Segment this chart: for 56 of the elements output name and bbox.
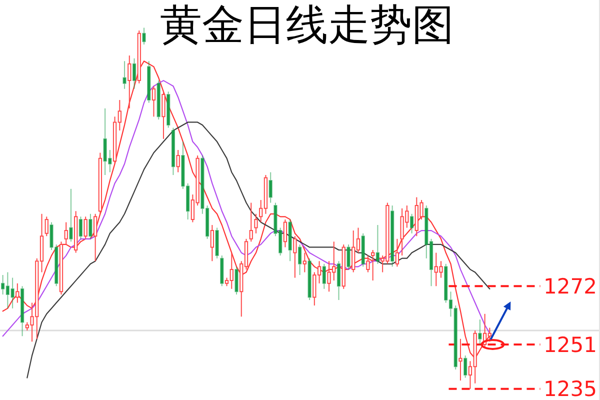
candlestick [44,216,48,237]
candlestick [254,213,258,234]
candlestick [147,60,151,104]
candlestick [478,318,482,345]
candlestick [128,55,132,109]
candlestick [268,172,272,204]
candlestick [64,222,68,245]
candlestick [376,224,380,264]
candlestick [98,152,102,214]
candlestick [59,241,64,295]
candlestick [156,80,160,120]
candlestick [361,232,365,268]
candlestick [371,250,375,282]
candlestick [132,58,136,90]
candlestick [336,260,341,300]
candlestick [69,188,73,242]
candlestick [322,263,326,290]
candlestick [166,91,170,128]
candlestick [234,266,238,295]
candlestick [137,30,141,84]
candlestick [16,282,20,304]
candlestick [176,150,180,173]
candlestick [215,227,219,259]
candlestick [93,213,98,262]
candlestick [20,286,24,337]
candlestick [308,258,312,300]
candlestick [152,86,156,118]
candlestick [342,244,346,290]
candlestick [142,27,146,45]
candlestick [171,127,176,176]
line-series [26,122,490,378]
y-tick-label: 1272 [544,274,597,298]
candlestick [346,244,350,270]
candlestick [302,252,306,273]
candlestick [210,224,214,262]
candlestick [293,236,297,278]
candlestick [288,218,292,262]
candlestick [464,355,468,378]
candlestick [395,238,400,268]
candlestick [283,218,288,248]
candlestick [162,91,166,140]
y-tick-label: 1251 [544,332,597,357]
candlestick [249,202,253,242]
y-tick-label: 1235 [544,377,597,400]
candlestick [88,213,92,240]
candlestick [74,210,78,254]
candlestick [390,205,394,268]
chart-title: 黄金日线走势图 [160,0,454,49]
candlestick [298,244,302,276]
candlestick [410,213,414,234]
candlestick [122,60,126,90]
candlestick [84,216,88,240]
candlestick [366,255,370,273]
candlestick [220,255,224,287]
candlestick [78,216,83,240]
candlestick [458,338,462,382]
